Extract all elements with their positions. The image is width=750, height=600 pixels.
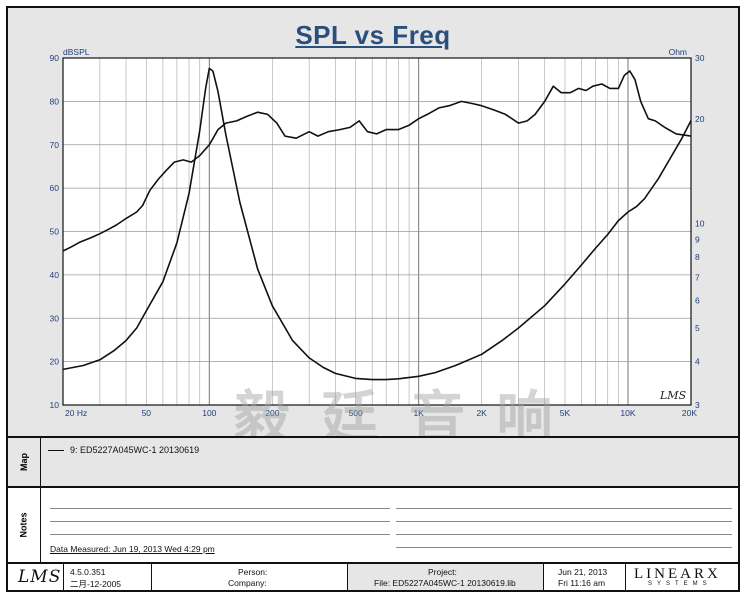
y-tick-label-left: 50	[50, 227, 60, 237]
x-tick-label: 50	[142, 408, 152, 418]
y-tick-label-right: 7	[695, 272, 700, 282]
footer-date-cell: Jun 21, 2013 Fri 11:16 am	[544, 564, 626, 590]
note-line	[50, 508, 390, 509]
y-tick-label-left: 70	[50, 140, 60, 150]
x-tick-label: 500	[349, 408, 363, 418]
plot-area: 10 20 30 40 50 60 70 80 90 3 4 5 6 7 8 9 10 20 30 20 Hz 50 10…	[8, 8, 738, 451]
file-text: File: ED5227A045WC-1 20130619.lib	[374, 578, 516, 588]
lms-logo: LMS	[18, 567, 62, 587]
map-entry: 9: ED5227A045WC-1 20130619	[48, 445, 199, 455]
corner-lms-logo: LMS	[660, 389, 687, 402]
footer: LMS 4.5.0.351 二月-12-2005 Person: Company…	[8, 562, 738, 590]
note-line	[396, 521, 732, 522]
map-label: Map	[8, 438, 41, 486]
y-axis-label-right: Ohm	[669, 47, 687, 57]
x-tick-label: 5K	[560, 408, 571, 418]
x-tick-label: 200	[265, 408, 279, 418]
systems-text: SYSTEMS	[648, 581, 712, 587]
y-tick-label-left: 80	[50, 96, 60, 106]
x-tick-label: 20 Hz	[65, 408, 87, 418]
version-text: 4.5.0.351	[70, 567, 106, 577]
y-tick-label-right: 4	[695, 357, 700, 367]
y-tick-label-right: 8	[695, 252, 700, 262]
note-line	[396, 534, 732, 535]
y-axis-label-left: dBSPL	[63, 47, 90, 57]
data-measured-text: Data Measured: Jun 19, 2013 Wed 4:29 pm	[50, 544, 215, 554]
y-tick-label-right: 30	[695, 53, 705, 63]
x-tick-label: 1K	[413, 408, 424, 418]
version-date-text: 二月-12-2005	[70, 579, 122, 589]
x-tick-label: 100	[202, 408, 216, 418]
linearx-logo: LINEARX	[634, 566, 721, 582]
y-tick-label-right: 3	[695, 400, 700, 410]
footer-project-cell: Project: File: ED5227A045WC-1 20130619.l…	[348, 564, 544, 590]
report-frame: 10 20 30 40 50 60 70 80 90 3 4 5 6 7 8 9 10 20 30 20 Hz 50 10…	[6, 6, 740, 592]
legend-line-icon	[48, 449, 64, 451]
series-line-spl	[62, 70, 692, 252]
note-line	[50, 534, 390, 535]
x-tick-label: 20K	[682, 408, 697, 418]
note-line	[50, 521, 390, 522]
person-label: Person:	[238, 567, 268, 577]
note-line	[396, 547, 732, 548]
map-entry-text: 9: ED5227A045WC-1 20130619	[70, 445, 200, 455]
y-tick-label-right: 10	[695, 219, 705, 229]
y-tick-label-left: 40	[50, 270, 60, 280]
y-tick-label-left: 10	[50, 400, 60, 410]
y-tick-label-right: 6	[695, 296, 700, 306]
y-tick-label-left: 20	[50, 357, 60, 367]
y-tick-label-right: 9	[695, 234, 700, 244]
notes-label: Notes	[8, 488, 41, 562]
footer-brand-cell: LINEARX SYSTEMS	[626, 564, 738, 590]
x-tick-label: 10K	[620, 408, 635, 418]
company-label: Company:	[228, 578, 267, 588]
y-tick-label-right: 20	[695, 114, 705, 124]
footer-version-cell: 4.5.0.351 二月-12-2005	[64, 564, 152, 590]
footer-person-cell: Person: Company:	[152, 564, 348, 590]
note-line	[396, 508, 732, 509]
spl-chart: 10 20 30 40 50 60 70 80 90 3 4 5 6 7 8 9 10 20 30 20 Hz 50 10…	[50, 47, 705, 418]
map-band: Map 9: ED5227A045WC-1 20130619	[8, 436, 738, 486]
y-tick-label-left: 30	[50, 313, 60, 323]
y-tick-label-left: 60	[50, 183, 60, 193]
x-tick-label: 2K	[476, 408, 487, 418]
y-tick-label-right: 5	[695, 323, 700, 333]
date-text: Jun 21, 2013	[558, 567, 608, 577]
footer-logo-cell: LMS	[8, 564, 64, 590]
time-text: Fri 11:16 am	[558, 578, 606, 588]
plot-border	[62, 57, 692, 406]
series-line-impedance	[62, 67, 692, 381]
chart-title: SPL vs Freq	[295, 20, 451, 50]
notes-band: Notes Data Measured: Jun 19, 2013 Wed 4:…	[8, 486, 738, 562]
project-label: Project:	[428, 567, 457, 577]
y-tick-label-left: 90	[50, 53, 60, 63]
